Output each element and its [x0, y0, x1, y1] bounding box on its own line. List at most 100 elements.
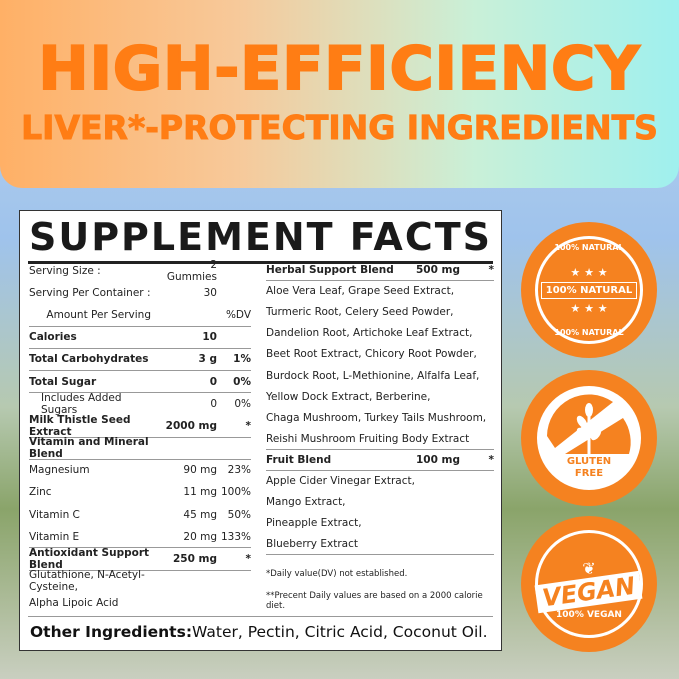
nutrient-name: Total Carbohydrates: [29, 353, 149, 366]
nutrient-dv: *: [488, 453, 495, 466]
nutrient-name: Blueberry Extract: [266, 538, 358, 551]
facts-row: Yellow Dock Extract, Berberine,: [266, 387, 494, 408]
nutrient-name: Magnesium: [29, 464, 90, 477]
facts-row: Pineapple Extract,: [266, 513, 494, 534]
facts-row: Aloe Vera Leaf, Grape Seed Extract,: [266, 281, 494, 302]
nutrient-amount: 20 mg: [183, 530, 217, 543]
facts-row: Total Sugar 0 0%: [29, 371, 251, 394]
facts-row: Glutathione, N-Acetyl-Cysteine,: [29, 569, 251, 593]
nutrient-name: Zinc: [29, 486, 52, 499]
nutrient-name: Aloe Vera Leaf, Grape Seed Extract,: [266, 285, 455, 298]
facts-row: Alpha Lipoic Acid: [29, 593, 251, 615]
nutrient-name: Yellow Dock Extract, Berberine,: [266, 390, 431, 403]
nutrient-name: Burdock Root, L-Methionine, Alfalfa Leaf…: [266, 369, 480, 382]
gluten-label: GLUTEN: [566, 456, 612, 467]
nutrient-amount: 90 mg: [183, 464, 217, 477]
facts-row: Herbal Support Blend 500 mg *: [266, 260, 495, 282]
nutrient-dv: *: [488, 264, 495, 277]
badge-ring-top: 100% NATURAL: [554, 243, 624, 252]
facts-row: Serving Per Container : 30: [29, 282, 251, 304]
nutrient-dv: 100%: [220, 486, 251, 499]
nutrient-name: Vitamin and Mineral Blend: [29, 436, 149, 461]
facts-title: SUPPLEMENT FACTS: [28, 215, 492, 259]
header-banner: HIGH-EFFICIENCY LIVER*-PROTECTING INGRED…: [0, 0, 679, 188]
facts-row: Includes Added Sugars 0 0%: [29, 391, 251, 416]
nutrient-dv: *: [245, 419, 252, 432]
star-icon: ★ ★ ★: [570, 265, 608, 279]
nutrient-name: Reishi Mushroom Fruiting Body Extract: [266, 432, 470, 445]
badge-ring-bottom: 100% NATURAL: [554, 328, 624, 337]
headline: HIGH-EFFICIENCY: [37, 33, 641, 105]
nutrient-name: Antioxidant Support Blend: [29, 547, 150, 572]
facts-row: Vitamin C 45 mg 50%: [29, 504, 251, 526]
facts-row: Dandelion Root, Artichoke Leaf Extract,: [266, 323, 494, 344]
nutrient-name: Chaga Mushroom, Turkey Tails Mushroom,: [266, 411, 487, 424]
badge-vegan: ❦ VEGAN 100% VEGAN: [521, 516, 657, 652]
nutrient-name: Amount Per Serving: [46, 308, 151, 321]
facts-row: Chaga Mushroom, Turkey Tails Mushroom,: [266, 408, 494, 429]
nutrient-amount: 10: [202, 331, 217, 344]
nutrient-amount: 100 mg: [415, 453, 460, 466]
supplement-facts-panel: SUPPLEMENT FACTS Serving Size : 2 Gummies…: [19, 210, 502, 651]
facts-row: Calories 10: [29, 327, 251, 349]
wheat-crossed-icon: [547, 394, 631, 454]
facts-row: Total Carbohydrates 3 g 1%: [29, 349, 251, 371]
badge-100-natural: 100% NATURAL ★ ★ ★ 100% NATURAL ★ ★ ★ 10…: [521, 222, 657, 358]
facts-row: Turmeric Root, Celery Seed Powder,: [266, 302, 494, 323]
nutrient-name: Apple Cider Vinegar Extract,: [266, 474, 415, 487]
nutrient-name: Fruit Blend: [266, 453, 332, 466]
nutrient-dv: 23%: [227, 464, 251, 477]
nutrient-amount: 0: [209, 375, 217, 388]
facts-row: Apple Cider Vinegar Extract,: [266, 471, 494, 492]
divider: [28, 616, 493, 617]
facts-row: Mango Extract,: [266, 492, 494, 513]
nutrient-name: Mango Extract,: [266, 496, 346, 509]
nutrient-amount: 500 mg: [415, 264, 460, 277]
nutrient-amount: 30: [203, 286, 217, 299]
nutrient-amount: 250 mg: [172, 553, 217, 566]
nutrient-amount: 2 Gummies: [166, 258, 217, 283]
leaf-icon: ❦: [582, 558, 596, 578]
facts-row: Fruit Blend 100 mg *: [266, 450, 494, 471]
facts-row: Burdock Root, L-Methionine, Alfalfa Leaf…: [266, 365, 494, 386]
facts-row: Beet Root Extract, Chicory Root Powder,: [266, 344, 494, 365]
nutrient-name: Total Sugar: [29, 375, 97, 388]
nutrient-amount: 11 mg: [183, 486, 217, 499]
nutrient-amount: 45 mg: [183, 508, 217, 521]
facts-row: Zinc 11 mg 100%: [29, 482, 251, 504]
facts-row: Milk Thistle Seed Extract 2000 mg *: [29, 413, 252, 438]
nutrient-dv: 0%: [234, 397, 251, 410]
star-icon: ★ ★ ★: [570, 301, 608, 315]
other-ingredients-value: Water, Pectin, Citric Acid, Coconut Oil.: [192, 623, 488, 641]
nutrient-name: Vitamin C: [29, 508, 80, 521]
nutrient-name: Milk Thistle Seed Extract: [29, 413, 131, 438]
nutrient-name: Includes Added Sugars: [41, 391, 122, 416]
nutrient-name: Serving Size :: [29, 264, 101, 277]
nutrient-name: Vitamin E: [29, 530, 80, 543]
title-divider: [28, 261, 493, 264]
facts-row: Blueberry Extract: [266, 534, 494, 556]
badge-band: 100% NATURAL: [540, 281, 638, 299]
nutrient-amount: 2000 mg: [165, 419, 217, 432]
facts-row: Amount Per Serving %DV: [29, 304, 251, 327]
facts-row: Reishi Mushroom Fruiting Body Extract: [266, 429, 494, 450]
facts-row: Magnesium 90 mg 23%: [29, 460, 251, 482]
nutrient-dv: *: [245, 553, 252, 566]
right-column: Herbal Support Blend 500 mg * Aloe Vera Lea…: [266, 260, 494, 611]
other-ingredients: Other Ingredients:Water, Pectin, Citric …: [30, 623, 488, 641]
nutrient-amount: 3 g: [198, 353, 217, 366]
nutrient-amount: 0: [210, 397, 217, 410]
nutrient-dv: 50%: [227, 508, 251, 521]
subheadline: LIVER*-PROTECTING INGREDIENTS: [21, 108, 659, 148]
footnote: **Precent Daily values are based on a 20…: [266, 591, 483, 612]
facts-row: Serving Size : 2 Gummies: [29, 258, 251, 283]
left-column: Serving Size : 2 Gummies Serving Per Conta…: [29, 258, 252, 615]
facts-row: Vitamin E 20 mg 133%: [29, 526, 251, 549]
nutrient-dv: 133%: [220, 530, 251, 543]
nutrient-name: Herbal Support Blend: [266, 264, 394, 277]
nutrient-name: Alpha Lipoic Acid: [29, 597, 119, 610]
vegan-sub-label: 100% VEGAN: [556, 609, 622, 620]
nutrient-dv: 1%: [233, 353, 251, 366]
nutrient-name: Turmeric Root, Celery Seed Powder,: [266, 306, 454, 319]
nutrient-dv: 0%: [233, 375, 251, 388]
